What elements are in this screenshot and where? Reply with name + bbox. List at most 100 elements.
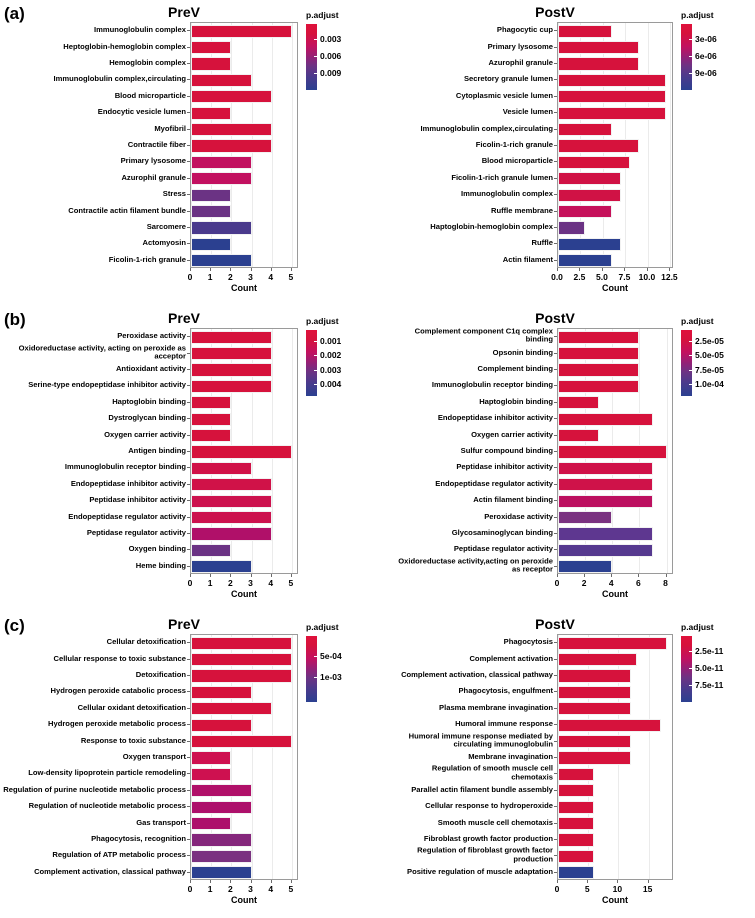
y-tick: [554, 401, 557, 403]
category-label: Azurophil granule: [488, 57, 553, 67]
x-tick: [250, 880, 252, 883]
category-label: Regulation of nucleotide metabolic proce…: [28, 801, 186, 811]
category-label: Oxygen binding: [128, 544, 186, 554]
legend-tick: [314, 55, 317, 57]
bar: [558, 254, 612, 267]
plot-area: [557, 22, 673, 268]
y-tick: [554, 806, 557, 808]
bar: [191, 57, 232, 71]
bar: [191, 636, 292, 650]
legend-tick: [689, 369, 692, 371]
category-label: Ruffle membrane: [490, 205, 553, 215]
y-tick: [187, 336, 190, 338]
y-tick: [554, 243, 557, 245]
x-tick-label: 5: [584, 884, 590, 894]
y-tick: [554, 194, 557, 196]
x-axis-title: Count: [602, 589, 628, 599]
category-label: Oxygen transport: [122, 751, 186, 761]
y-tick: [187, 63, 190, 64]
bar: [191, 429, 232, 443]
legend-tick: [689, 650, 692, 652]
legend-colorbar: [306, 636, 317, 702]
y-tick: [187, 352, 190, 354]
bar: [191, 106, 232, 120]
category-label: Haptoglobin binding: [479, 396, 553, 406]
category-label: Endopeptidase regulator activity: [435, 478, 553, 488]
category-label: Humoral immune response mediated by circ…: [408, 731, 553, 749]
x-tick-label: 2: [227, 578, 233, 588]
x-tick: [587, 880, 589, 883]
category-label: Endopeptidase inhibitor activity: [437, 413, 553, 423]
legend-value: 5.0e-11: [695, 662, 724, 673]
gridline: [291, 329, 293, 573]
x-tick-label: 2: [227, 884, 233, 894]
gridline: [648, 635, 650, 879]
category-label: Peptidase regulator activity: [453, 544, 553, 554]
legend-title: p.adjust: [681, 622, 714, 632]
x-tick-label: 4: [268, 884, 274, 894]
category-label: Hydrogen peroxide metabolic process: [48, 719, 186, 729]
bar: [191, 653, 292, 667]
bar: [558, 57, 639, 71]
bar: [191, 833, 252, 847]
y-tick: [187, 724, 190, 726]
category-label: Peroxidase activity: [484, 511, 553, 521]
x-tick-label: 12.5: [661, 272, 678, 282]
bar: [558, 139, 639, 153]
y-tick: [554, 177, 557, 179]
category-label: Phagocytosis: [503, 637, 553, 647]
gridline: [271, 23, 273, 267]
x-tick: [665, 574, 667, 577]
x-tick-label: 5: [288, 578, 294, 588]
category-label: Complement activation: [469, 653, 553, 663]
bar: [191, 205, 232, 219]
y-tick: [187, 806, 190, 808]
y-tick: [187, 145, 190, 146]
category-label: Secretory granule lumen: [463, 74, 553, 84]
panel-letter: (a): [4, 4, 25, 23]
panel-b: (b) PreV Peroxidase activity Oxidoreductase…: [0, 306, 755, 612]
legend-value: 0.009: [320, 67, 342, 78]
bar: [191, 669, 292, 683]
y-tick: [187, 675, 190, 676]
y-tick: [554, 516, 557, 518]
legend-value: 6e-06: [695, 50, 717, 61]
bar: [191, 412, 232, 426]
bar: [558, 41, 639, 55]
legend-value: 0.002: [320, 350, 342, 361]
category-label: Gas transport: [136, 817, 186, 827]
y-tick: [187, 839, 190, 840]
x-tick-label: 4: [268, 272, 274, 282]
y-tick: [554, 451, 557, 452]
bar: [191, 139, 272, 153]
bar: [191, 155, 252, 169]
legend-tick: [314, 655, 317, 657]
x-tick: [646, 268, 648, 271]
bar: [191, 817, 232, 831]
category-label: Heptoglobin-hemoglobin complex: [63, 41, 186, 51]
y-tick: [187, 789, 190, 791]
bar: [558, 735, 631, 749]
legend-tick: [689, 72, 692, 74]
category-label: Haptoglobin-hemoglobin complex: [430, 221, 553, 231]
y-tick: [554, 46, 557, 48]
x-axis-title: Count: [231, 895, 257, 905]
y-tick: [554, 533, 557, 534]
x-tick-label: 2: [227, 272, 233, 282]
bar: [191, 718, 252, 732]
bar: [191, 685, 252, 699]
y-tick: [187, 740, 190, 742]
category-label: Smooth muscle cell chemotaxis: [437, 817, 553, 827]
category-label: Membrane invagination: [468, 751, 553, 761]
y-tick: [187, 369, 190, 370]
panel-c: (c) PreV Cellular detoxification Cellular r…: [0, 612, 755, 918]
bar: [558, 833, 595, 847]
category-label: Phagocytosis, recognition: [91, 833, 186, 843]
y-tick: [554, 483, 557, 485]
y-tick: [554, 658, 557, 660]
y-tick: [187, 871, 190, 873]
gridline: [251, 635, 253, 879]
category-label: Primary lysosome: [487, 41, 553, 51]
category-label: Hemoglobin complex: [109, 57, 186, 67]
